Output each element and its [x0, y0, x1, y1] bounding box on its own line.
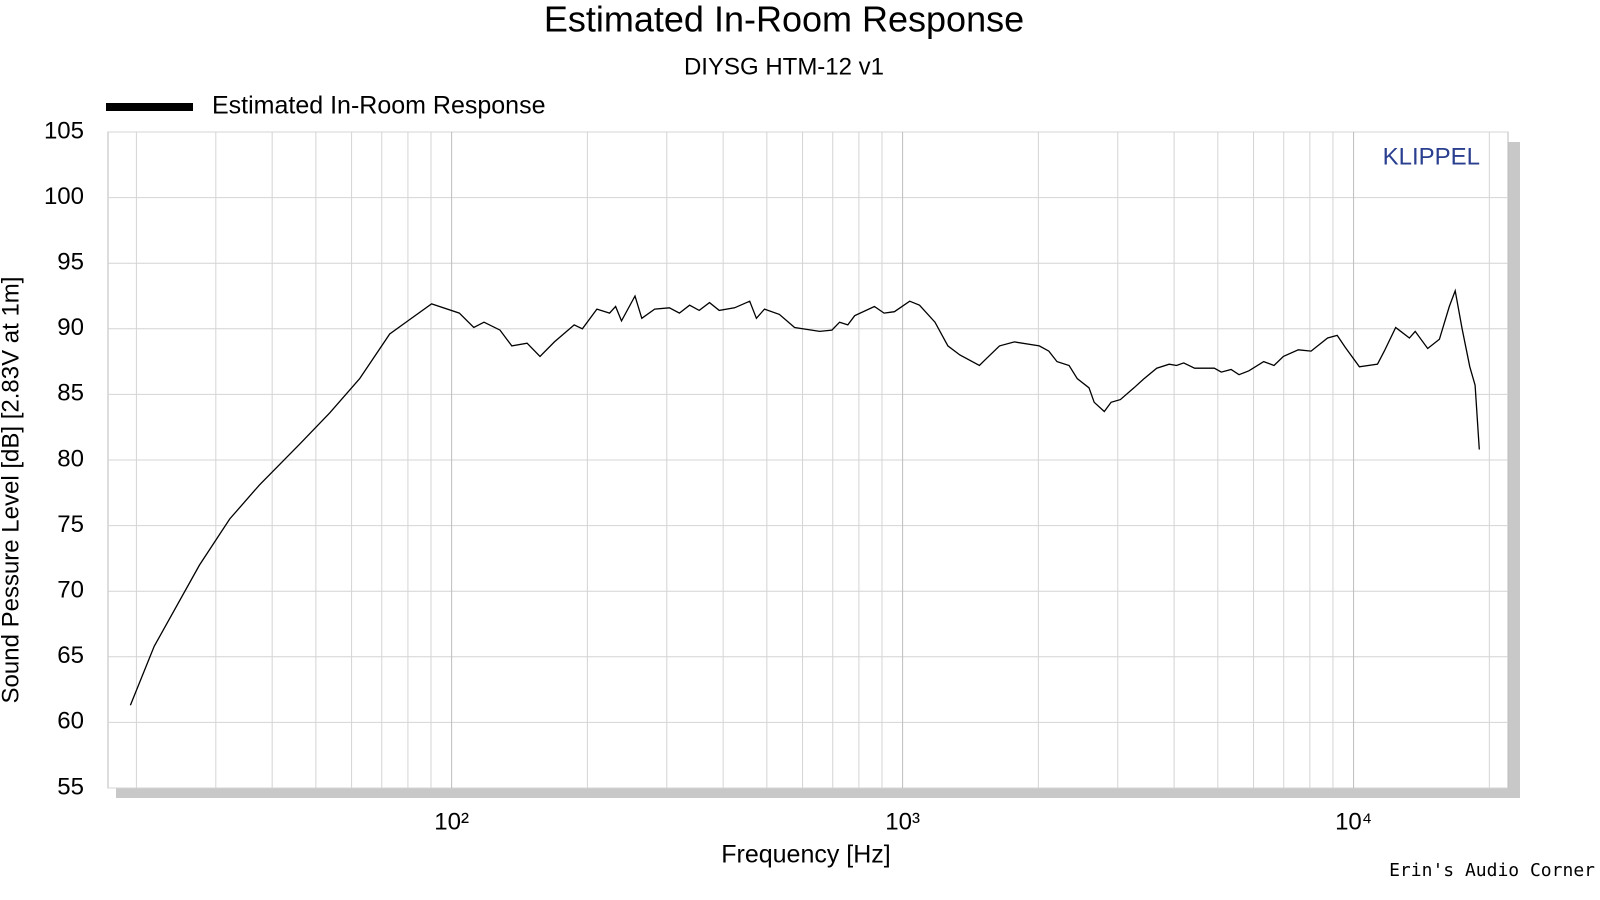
chart-subtitle: DIYSG HTM-12 v1: [684, 53, 884, 80]
y-tick-label: 60: [57, 708, 84, 735]
y-tick-label: 70: [57, 577, 84, 604]
y-tick-label: 55: [57, 773, 84, 800]
legend-label: Estimated In-Room Response: [212, 92, 545, 120]
marks: [129, 288, 1480, 706]
y-tick-label: 75: [57, 511, 84, 538]
series-line: [129, 288, 1480, 706]
y-axis-label: Sound Pessure Level [dB] [2.83V at 1m]: [0, 277, 24, 704]
x-tick-label: 10³: [885, 808, 920, 835]
y-tick-label: 105: [44, 117, 84, 144]
y-tick-label: 95: [57, 249, 84, 276]
grid: 55 60 65 70 75 80 85 90 95 100 105 10² 10³ 10⁴: [44, 117, 1508, 835]
x-tick-label: 10⁴: [1335, 808, 1372, 835]
y-tick-label: 85: [57, 380, 84, 407]
y-tick-label: 100: [44, 183, 84, 210]
x-axis-label: Frequency [Hz]: [721, 841, 891, 869]
y-tick-label: 80: [57, 445, 84, 472]
x-tick-label: 10²: [434, 808, 469, 835]
chart-title: Estimated In-Room Response: [544, 0, 1024, 40]
credit: Erin's Audio Corner: [1389, 860, 1595, 881]
y-tick-label: 90: [57, 314, 84, 341]
watermark: KLIPPEL: [1383, 143, 1480, 170]
y-tick-label: 65: [57, 642, 84, 669]
